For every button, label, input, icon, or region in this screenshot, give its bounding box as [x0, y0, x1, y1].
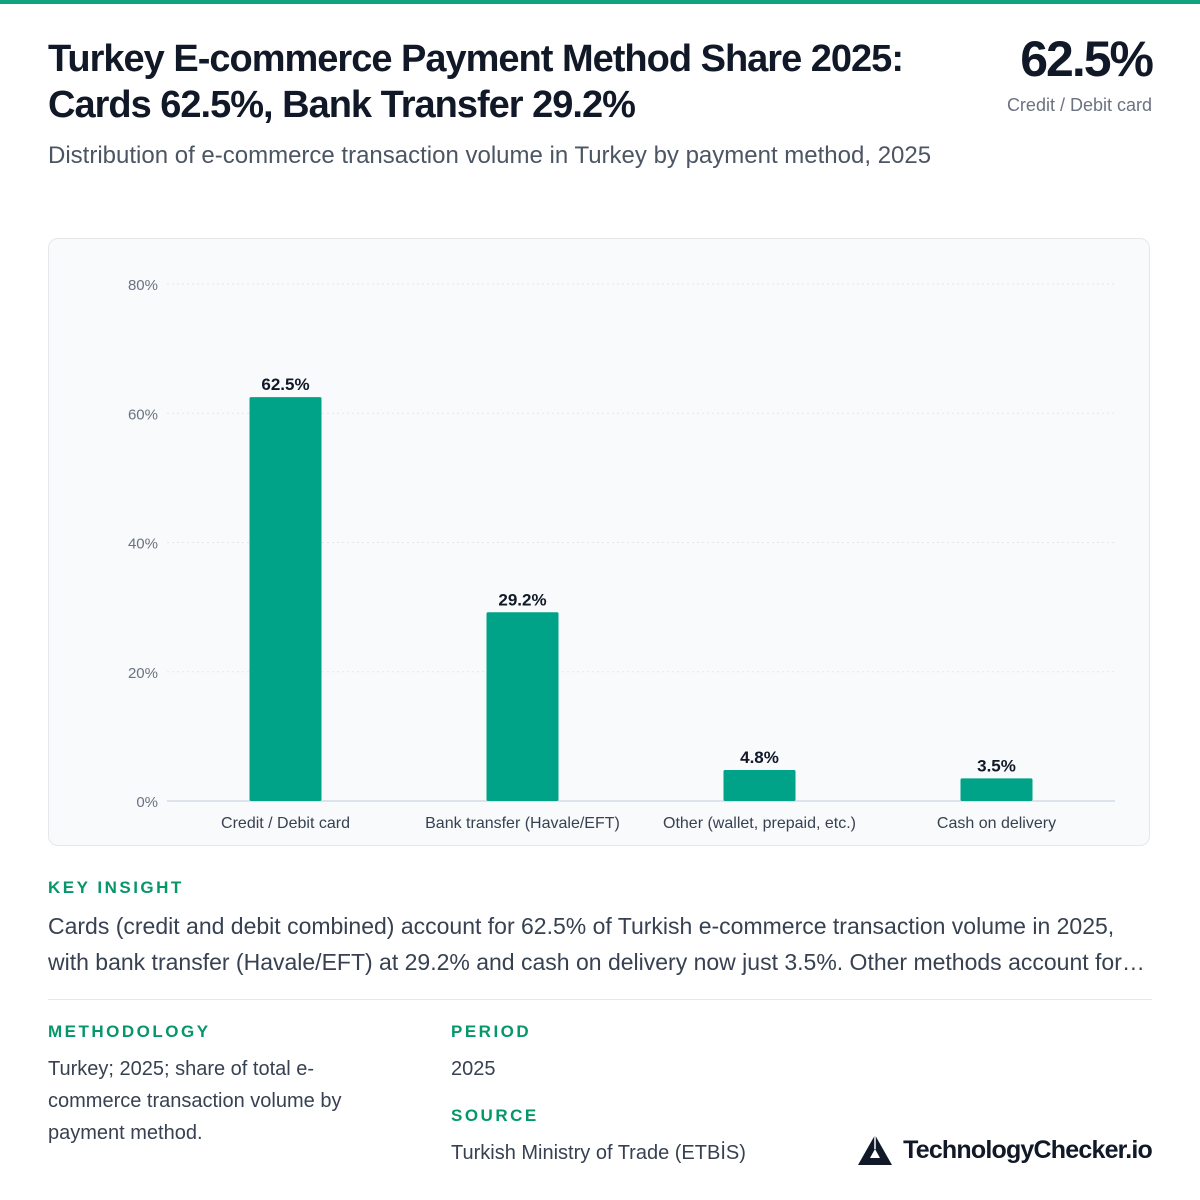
- x-tick-label: Bank transfer (Havale/EFT): [425, 815, 620, 832]
- kpi-value: 62.5%: [1020, 31, 1154, 87]
- period-heading: PERIOD: [451, 1022, 532, 1041]
- x-tick-label: Cash on delivery: [937, 815, 1056, 832]
- brand-name: TechnologyChecker.io: [903, 1135, 1153, 1164]
- y-tick-label: 20%: [128, 665, 158, 682]
- brand-logo: TechnologyChecker.io: [857, 1134, 1153, 1166]
- x-tick-label: Credit / Debit card: [221, 815, 350, 832]
- top-accent-line: [0, 0, 1200, 4]
- bar-value-label: 4.8%: [740, 748, 779, 767]
- section-divider: [48, 999, 1152, 1000]
- bar: [486, 612, 559, 801]
- period-text: 2025: [451, 1058, 496, 1080]
- y-tick-label: 60%: [128, 406, 158, 423]
- kpi-label: Credit / Debit card: [1006, 95, 1152, 115]
- chart-card: 0% 20% 40% 60% 80% 62.5% Credit / Debit card 29…: [48, 238, 1150, 846]
- insight-text: Cards (credit and debit combined) accoun…: [48, 913, 1122, 975]
- bar: [960, 778, 1033, 801]
- insight-heading: KEY INSIGHT: [48, 878, 184, 897]
- bar: [723, 769, 796, 801]
- bar-value-label: 62.5%: [261, 375, 309, 394]
- methodology-text: Turkey; 2025; share of total e-commerce …: [48, 1058, 342, 1144]
- page-title: Turkey E-commerce Payment Method Share 2…: [48, 38, 904, 126]
- y-tick-label: 80%: [128, 277, 158, 294]
- bar: [249, 397, 322, 801]
- y-tick-label: 40%: [128, 536, 158, 553]
- source-heading: SOURCE: [451, 1106, 539, 1125]
- bar-value-label: 29.2%: [498, 590, 546, 609]
- page-subtitle: Distribution of e-commerce transaction v…: [48, 142, 932, 169]
- bar-value-label: 3.5%: [977, 756, 1016, 775]
- source-text: Turkish Ministry of Trade (ETBİS): [451, 1142, 746, 1164]
- y-tick-label: 0%: [136, 794, 158, 811]
- bar-chart: 0% 20% 40% 60% 80% 62.5% Credit / Debit card 29…: [128, 277, 1115, 832]
- methodology-heading: METHODOLOGY: [48, 1022, 211, 1041]
- triangle-logo-icon: [858, 1135, 893, 1165]
- x-tick-label: Other (wallet, prepaid, etc.): [663, 815, 856, 832]
